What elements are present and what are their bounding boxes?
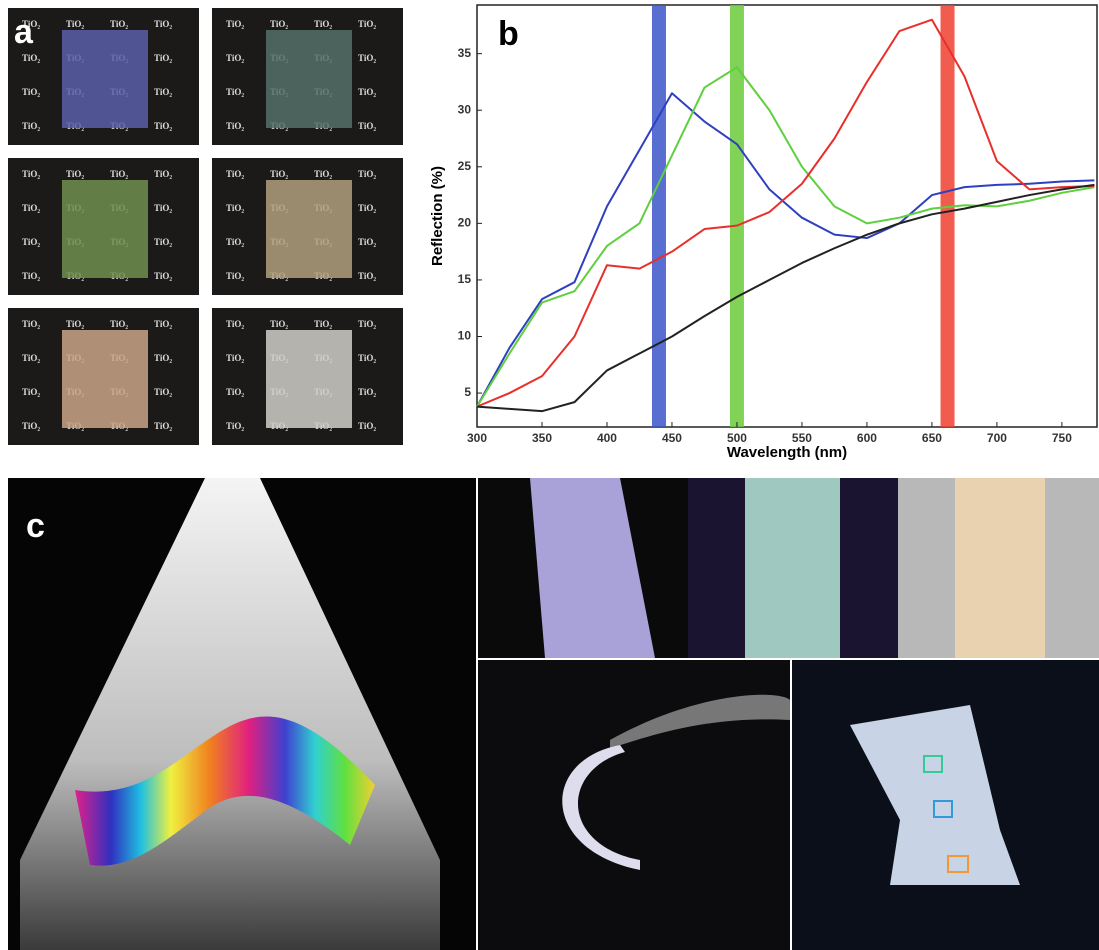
tile-label: TiO₂ — [358, 237, 376, 247]
tile-label: TiO₂ — [154, 421, 172, 431]
panel-label: b — [498, 15, 519, 53]
film-strip — [955, 478, 1045, 658]
tile-label: TiO₂ — [66, 19, 84, 29]
tile-label: TiO₂ — [22, 203, 40, 213]
tile-label: TiO₂ — [110, 169, 128, 179]
tile-label: TiO₂ — [358, 319, 376, 329]
tile-label: TiO₂ — [270, 319, 288, 329]
tile-label: TiO₂ — [226, 169, 244, 179]
x-tick-label: 600 — [857, 431, 877, 445]
tile-label: TiO₂ — [314, 19, 332, 29]
x-tick-label: 750 — [1052, 431, 1072, 445]
tile-label: TiO₂ — [314, 319, 332, 329]
tile-label: TiO₂ — [22, 169, 40, 179]
tile-label: TiO₂ — [358, 387, 376, 397]
panel-label: c — [26, 507, 45, 545]
x-tick-label: 300 — [467, 431, 487, 445]
tile-label: TiO₂ — [226, 87, 244, 97]
wavelength-band — [652, 5, 666, 427]
tile-label: TiO₂ — [226, 237, 244, 247]
y-tick-label: 10 — [458, 329, 472, 343]
coated-square — [266, 330, 352, 428]
tile-label: TiO₂ — [22, 237, 40, 247]
tile-label: TiO₂ — [22, 387, 40, 397]
tile-label: TiO₂ — [226, 121, 244, 131]
tile-label: TiO₂ — [226, 421, 244, 431]
x-tick-label: 700 — [987, 431, 1007, 445]
tile-label: TiO₂ — [358, 121, 376, 131]
tile-label: TiO₂ — [22, 121, 40, 131]
y-axis-title: Reflection (%) — [429, 166, 446, 266]
tile-label: TiO₂ — [226, 53, 244, 63]
x-tick-label: 650 — [922, 431, 942, 445]
y-tick-label: 15 — [458, 272, 472, 286]
tile-label: TiO₂ — [270, 19, 288, 29]
x-tick-label: 350 — [532, 431, 552, 445]
panel-label: a — [14, 13, 34, 51]
tile-label: TiO₂ — [358, 169, 376, 179]
tile-label: TiO₂ — [358, 87, 376, 97]
tile-label: TiO₂ — [154, 19, 172, 29]
tile-label: TiO₂ — [154, 121, 172, 131]
film-strip — [745, 478, 840, 658]
tile-label: TiO₂ — [110, 319, 128, 329]
coated-square — [266, 30, 352, 128]
tile-label: TiO₂ — [22, 87, 40, 97]
tile-label: TiO₂ — [154, 271, 172, 281]
coated-square — [266, 180, 352, 278]
tile-label: TiO₂ — [314, 169, 332, 179]
tile-label: TiO₂ — [154, 87, 172, 97]
tile-label: TiO₂ — [110, 19, 128, 29]
tile-label: TiO₂ — [358, 421, 376, 431]
tile-label: TiO₂ — [22, 353, 40, 363]
tile-label: TiO₂ — [358, 271, 376, 281]
wavelength-band — [941, 5, 955, 427]
tile-label: TiO₂ — [22, 53, 40, 63]
tile-label: TiO₂ — [154, 237, 172, 247]
tile-label: TiO₂ — [358, 203, 376, 213]
x-tick-label: 450 — [662, 431, 682, 445]
tile-label: TiO₂ — [22, 421, 40, 431]
tile-label: TiO₂ — [358, 353, 376, 363]
tile-label: TiO₂ — [154, 353, 172, 363]
panel-c: c — [8, 478, 1099, 950]
tile-label: TiO₂ — [226, 271, 244, 281]
tile-label: TiO₂ — [226, 203, 244, 213]
y-tick-label: 30 — [458, 102, 472, 116]
tile-label: TiO₂ — [22, 271, 40, 281]
plot-area — [477, 5, 1097, 427]
y-tick-label: 35 — [458, 46, 472, 60]
tile-label: TiO₂ — [154, 53, 172, 63]
x-axis-title: Wavelength (nm) — [727, 444, 847, 461]
tile-label: TiO₂ — [358, 53, 376, 63]
tile-label: TiO₂ — [270, 169, 288, 179]
y-tick-label: 5 — [464, 385, 471, 399]
tile-label: TiO₂ — [22, 319, 40, 329]
coated-square — [62, 180, 148, 278]
y-tick-label: 25 — [458, 159, 472, 173]
tile-label: TiO₂ — [154, 319, 172, 329]
tile-label: TiO₂ — [226, 319, 244, 329]
tile-label: TiO₂ — [154, 169, 172, 179]
figure: TiO₂ TiO₂ TiO₂ TiO₂ TiO₂ TiO₂ TiO₂ TiO₂ TiO₂ TiO₂… — [0, 0, 1099, 950]
tile-label: TiO₂ — [226, 387, 244, 397]
tile-label: TiO₂ — [226, 353, 244, 363]
panel-a: TiO₂ TiO₂ TiO₂ TiO₂ TiO₂ TiO₂ TiO₂ TiO₂ TiO₂ TiO₂… — [8, 8, 403, 445]
tile-label: TiO₂ — [154, 387, 172, 397]
x-tick-label: 400 — [597, 431, 617, 445]
coated-square — [62, 30, 148, 128]
tile-label: TiO₂ — [226, 19, 244, 29]
tile-label: TiO₂ — [358, 19, 376, 29]
y-tick-label: 20 — [458, 216, 472, 230]
tile-label: TiO₂ — [154, 203, 172, 213]
tile-label: TiO₂ — [66, 319, 84, 329]
tile-label: TiO₂ — [66, 169, 84, 179]
coated-square — [62, 330, 148, 428]
